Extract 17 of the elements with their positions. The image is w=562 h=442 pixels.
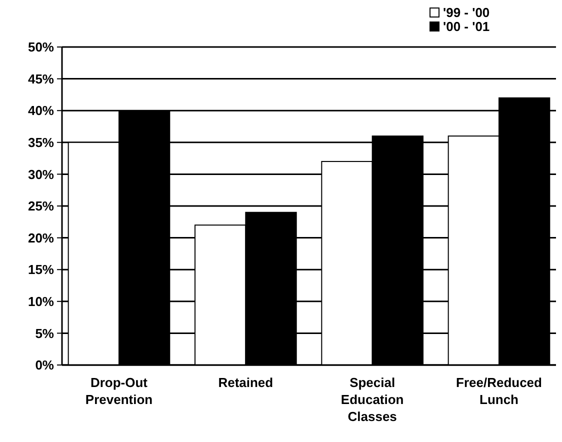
y-tick-label: 25% — [28, 198, 54, 214]
y-tick-label: 5% — [35, 326, 54, 341]
x-tick-label: Retained — [218, 375, 274, 390]
y-tick-label: 0% — [35, 358, 54, 373]
y-tick-label: 35% — [28, 134, 54, 150]
y-tick-label: 40% — [28, 103, 54, 118]
y-tick-label: 45% — [28, 71, 54, 86]
y-tick-label: 20% — [28, 230, 54, 246]
y-tick-label: 10% — [28, 294, 54, 309]
legend-label: '00 - '01 — [443, 19, 490, 34]
x-tick-label: Drop-Out Prevention — [85, 375, 153, 407]
x-tick-label: Free/Reduced Lunch — [456, 375, 542, 407]
y-tick-label: 50% — [28, 40, 54, 55]
legend-label: '99 - '00 — [443, 5, 490, 20]
y-tick-label: 15% — [28, 262, 54, 278]
y-tick-label: 30% — [28, 166, 54, 182]
x-tick-label: Special Education Classes — [340, 375, 404, 424]
